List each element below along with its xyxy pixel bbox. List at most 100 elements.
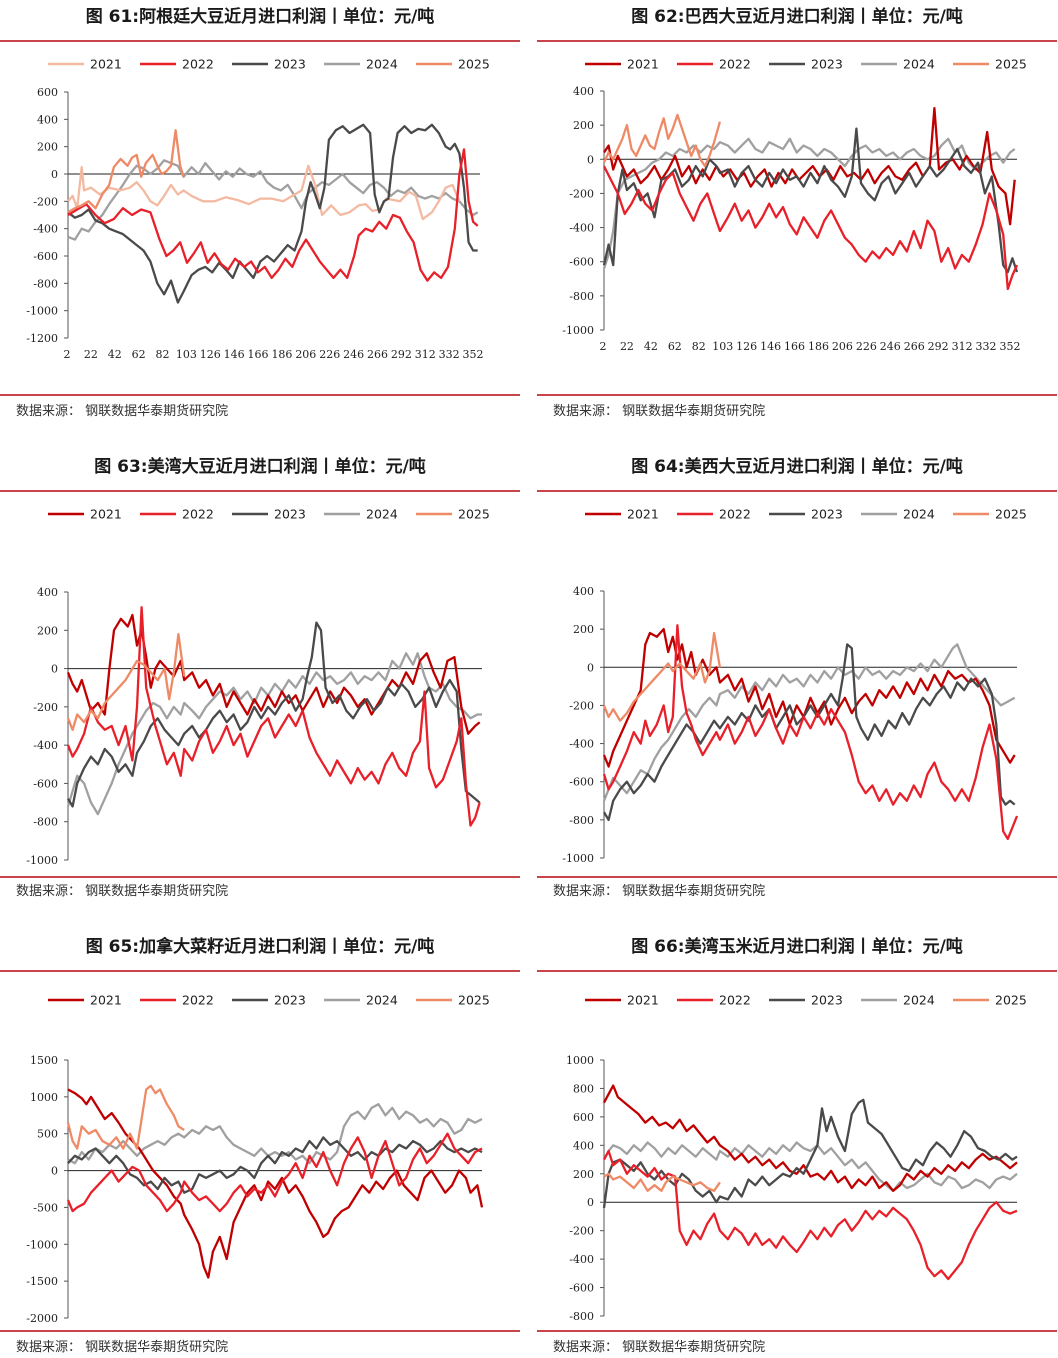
chart-title-5: 图 65:加拿大菜籽近月进口利润丨单位：元/吨 [85, 937, 435, 957]
y-tick-label: 0 [587, 661, 594, 674]
y-tick-label: 500 [37, 1128, 58, 1141]
legend-label-2024: 2024 [366, 993, 398, 1008]
line-chart-4: 2021 2022 2023 2024 2025 400 200 0 -200 -400 -600 -… [562, 507, 1027, 866]
y-tick-label: 0 [51, 168, 58, 181]
source-note-5: 数据来源： 钢联数据华泰期货研究院 [16, 1336, 228, 1355]
y-tick-label: 200 [573, 1168, 594, 1181]
title-divider-2 [537, 40, 1057, 42]
y-tick-label: -1200 [26, 332, 58, 345]
y-tick-label: -200 [569, 699, 594, 712]
y-tick-label: 200 [37, 624, 58, 637]
source-label: 数据来源： [16, 404, 82, 419]
legend-label-2025: 2025 [995, 993, 1027, 1008]
series-line-2025 [602, 631, 722, 722]
x-tick-label: 82 [692, 340, 706, 353]
y-tick-label: 400 [573, 85, 594, 98]
x-tick-label: 103 [176, 348, 197, 361]
title-divider-4 [537, 490, 1057, 492]
y-tick-label: -400 [33, 223, 58, 236]
y-tick-label: 0 [51, 1165, 58, 1178]
legend-label-2021: 2021 [90, 507, 122, 522]
legend-label-2022: 2022 [182, 507, 214, 522]
y-tick-label: -1000 [562, 324, 594, 337]
y-tick-label: -800 [569, 290, 594, 303]
y-tick-label: 400 [573, 1139, 594, 1152]
y-tick-label: -200 [33, 195, 58, 208]
x-tick-label: 226 [856, 340, 877, 353]
x-tick-label: 82 [156, 348, 170, 361]
x-tick-label: 206 [832, 340, 853, 353]
x-tick-label: 42 [644, 340, 658, 353]
source-text: 钢联数据华泰期货研究院 [622, 884, 766, 899]
x-tick-label: 332 [976, 340, 997, 353]
y-tick-label: 1000 [566, 1054, 594, 1067]
y-tick-label: 200 [37, 141, 58, 154]
y-tick-label: -800 [33, 816, 58, 829]
x-tick-label: 246 [880, 340, 901, 353]
y-tick-label: -800 [33, 277, 58, 290]
legend-label-2024: 2024 [903, 993, 935, 1008]
source-label: 数据来源： [553, 404, 619, 419]
x-tick-label: 126 [736, 340, 757, 353]
series-line-2025 [66, 632, 186, 731]
series-line-2023 [67, 621, 481, 808]
x-tick-label: 206 [295, 348, 316, 361]
series-line-2024 [602, 1141, 1018, 1192]
y-tick-label: -600 [33, 250, 58, 263]
chart-title-3: 图 63:美湾大豆近月进口利润丨单位：元/吨 [94, 457, 426, 477]
legend-label-2023: 2023 [274, 993, 306, 1008]
legend-label-2021: 2021 [90, 57, 122, 72]
series-line-2023 [67, 123, 478, 304]
source-label: 数据来源： [16, 1340, 82, 1355]
series-line-2024 [602, 643, 1016, 802]
chart-title-2: 图 62:巴西大豆近月进口利润丨单位：元/吨 [631, 7, 963, 27]
series-line-2023 [603, 643, 1016, 822]
legend-label-2024: 2024 [903, 57, 935, 72]
legend-label-2022: 2022 [719, 993, 751, 1008]
x-tick-label: 312 [952, 340, 973, 353]
series-line-2025 [67, 129, 185, 214]
legend-label-2023: 2023 [811, 507, 843, 522]
x-tick-label: 166 [248, 348, 269, 361]
legend: 2021 2022 2023 2024 2025 [48, 993, 490, 1008]
legend-label-2021: 2021 [627, 507, 659, 522]
x-tick-label: 186 [271, 348, 292, 361]
legend-label-2022: 2022 [719, 507, 751, 522]
y-tick-label: 400 [573, 585, 594, 598]
source-label: 数据来源： [16, 884, 82, 899]
source-text: 钢联数据华泰期货研究院 [622, 404, 766, 419]
y-tick-label: -2000 [26, 1312, 58, 1325]
legend-label-2025: 2025 [458, 57, 490, 72]
source-note-2: 数据来源： 钢联数据华泰期货研究院 [553, 400, 765, 419]
y-tick-label: -400 [569, 1253, 594, 1266]
chart-title-4: 图 64:美西大豆近月进口利润丨单位：元/吨 [631, 457, 963, 477]
source-text: 钢联数据华泰期货研究院 [622, 1340, 766, 1355]
legend-label-2024: 2024 [366, 57, 398, 72]
series-line-2025 [66, 1084, 185, 1150]
y-tick-label: 200 [573, 623, 594, 636]
x-tick-label: 146 [760, 340, 781, 353]
source-note-6: 数据来源： 钢联数据华泰期货研究院 [553, 1336, 765, 1355]
source-divider-2 [537, 394, 1057, 396]
legend-label-2021: 2021 [90, 993, 122, 1008]
legend-label-2025: 2025 [458, 507, 490, 522]
x-tick-label: 126 [200, 348, 221, 361]
x-tick-label: 166 [784, 340, 805, 353]
line-chart-6: 2021 2022 2023 2024 2025 1000 800 600 400 200 0 -20… [566, 993, 1027, 1324]
series-line-2021 [67, 1088, 484, 1279]
x-tick-label: 62 [668, 340, 682, 353]
y-tick-label: -600 [33, 777, 58, 790]
chart-panel-4: 图 64:美西大豆近月进口利润丨单位：元/吨 2021 2022 2023 2024 2… [537, 450, 1057, 899]
line-chart-1: 2021 2022 2023 2024 2025 600 400 200 0 -200 -400 -6… [26, 57, 490, 362]
y-tick-label: -800 [569, 1310, 594, 1323]
chart-title-1: 图 61:阿根廷大豆近月进口利润丨单位：元/吨 [85, 7, 435, 27]
y-tick-label: -1000 [562, 852, 594, 865]
y-tick-label: -1500 [26, 1275, 58, 1288]
x-tick-label: 103 [712, 340, 733, 353]
source-label: 数据来源： [553, 1340, 619, 1355]
x-tick-label: 42 [108, 348, 122, 361]
chart-panel-1: 图 61:阿根廷大豆近月进口利润丨单位：元/吨 2021 2022 2023 2024… [0, 0, 520, 440]
x-tick-label: 62 [132, 348, 146, 361]
x-tick-label: 292 [391, 348, 412, 361]
legend-label-2023: 2023 [811, 57, 843, 72]
